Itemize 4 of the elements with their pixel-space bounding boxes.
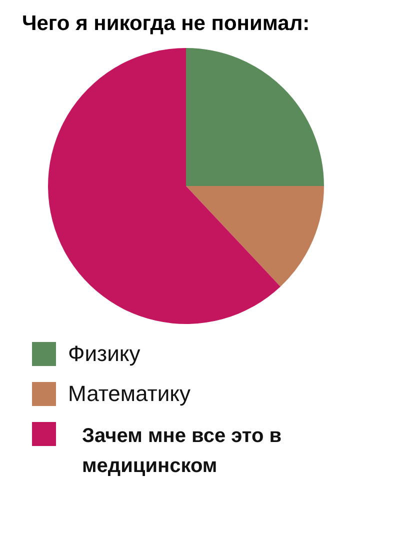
chart-title: Чего я никогда не понимал: xyxy=(21,11,311,35)
legend-label: Физику xyxy=(68,341,140,367)
legend-label: Математику xyxy=(68,381,191,407)
legend-label: Зачем мне все это в медицинском xyxy=(82,424,283,479)
